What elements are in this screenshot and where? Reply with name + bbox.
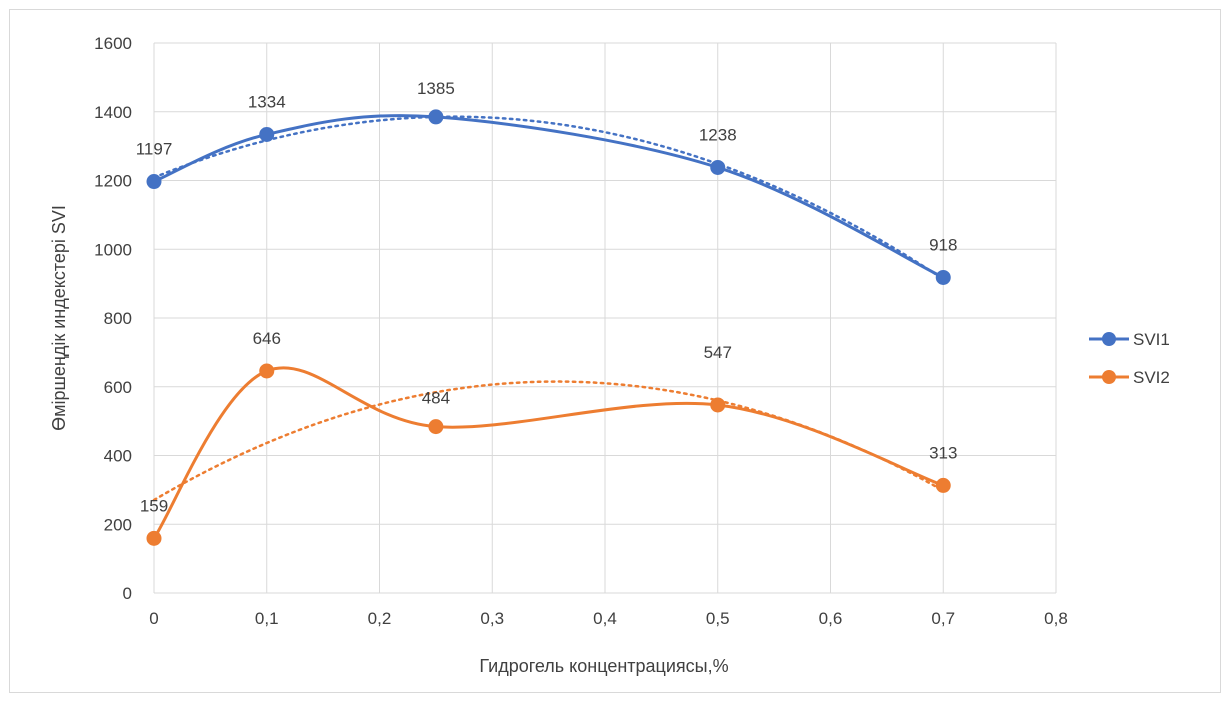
series-lines <box>152 114 944 540</box>
data-point <box>935 477 951 493</box>
data-label: 1334 <box>248 92 286 111</box>
y-tick-label: 1000 <box>94 240 132 259</box>
data-point <box>146 530 162 546</box>
data-labels: 1197 1334 1385 1238 918 159 646 484 547 313 <box>136 79 958 515</box>
x-tick-label: 0,4 <box>593 609 617 628</box>
series-line-svi1 <box>153 114 944 279</box>
x-tick-label: 0,8 <box>1044 609 1068 628</box>
y-tick-label: 600 <box>104 378 132 397</box>
data-point <box>146 174 162 190</box>
chart-area <box>9 9 1221 693</box>
data-label: 1197 <box>136 140 173 159</box>
y-axis-title: Өміршеңдік индекстері SVI <box>49 205 69 431</box>
x-tick-label: 0 <box>149 609 158 628</box>
data-point <box>259 363 275 379</box>
data-label: 646 <box>253 329 281 348</box>
y-tick-label: 1400 <box>94 103 132 122</box>
y-tick-label: 0 <box>123 584 132 603</box>
y-tick-label: 800 <box>104 309 132 328</box>
data-point <box>710 159 726 175</box>
data-label: 547 <box>704 343 732 362</box>
trendline-svi1 <box>152 115 945 281</box>
x-axis-title: Гидрогель концентрациясы,% <box>479 656 728 676</box>
data-point <box>428 109 444 125</box>
axes: 0 200 400 600 800 1000 1200 1400 1600 0 0,1 0,2 0,3 0… <box>94 34 1068 628</box>
gridlines <box>153 42 1057 594</box>
y-tick-label: 200 <box>104 515 132 534</box>
data-point <box>710 397 726 413</box>
y-tick-label: 400 <box>104 447 132 466</box>
data-point <box>428 419 444 435</box>
series-line-svi2 <box>152 366 944 540</box>
data-point <box>259 126 275 142</box>
trendlines <box>152 115 945 502</box>
x-tick-label: 0,5 <box>706 609 730 628</box>
x-tick-label: 0,6 <box>819 609 843 628</box>
x-tick-label: 0,2 <box>368 609 392 628</box>
data-label: 1238 <box>699 125 737 144</box>
data-point <box>935 269 951 285</box>
data-label: 1385 <box>417 79 455 98</box>
legend-marker-svi2 <box>1102 370 1116 384</box>
trendline-svi2 <box>152 380 945 502</box>
data-label: 313 <box>929 443 957 462</box>
y-tick-label: 1200 <box>94 172 132 191</box>
y-tick-label: 1600 <box>94 34 132 53</box>
legend-marker-svi1 <box>1102 332 1116 346</box>
data-label: 918 <box>929 235 957 254</box>
x-tick-label: 0,7 <box>931 609 955 628</box>
legend: SVI1 SVI2 <box>1089 330 1170 387</box>
legend-label-svi2: SVI2 <box>1133 368 1170 387</box>
data-label: 159 <box>140 496 168 515</box>
data-label: 484 <box>422 389 450 408</box>
x-tick-label: 0,1 <box>255 609 279 628</box>
legend-label-svi1: SVI1 <box>1133 330 1170 349</box>
series-markers <box>146 109 951 546</box>
x-tick-label: 0,3 <box>480 609 504 628</box>
